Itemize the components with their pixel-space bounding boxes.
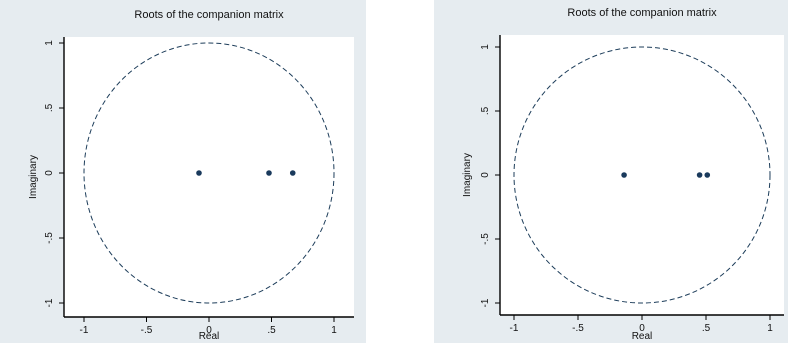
root-point: [704, 172, 711, 178]
y-tick-label: -1: [480, 298, 491, 307]
x-tick-label: .5: [702, 323, 711, 334]
unit-circle: [83, 42, 335, 304]
x-tick-label: 1: [767, 323, 773, 334]
x-tick-label: -.5: [141, 325, 153, 336]
root-point: [621, 172, 627, 178]
y-tick-label: 1: [480, 44, 491, 50]
x-tick-label: 0: [206, 325, 212, 336]
chart-panel-right: Roots of the companion matrix -1 -.5 0.5 1 …: [434, 0, 788, 343]
x-tick-label: .5: [267, 325, 276, 336]
companion-roots-chart-right: Roots of the companion matrix -1 -.5 0.5 1 …: [434, 0, 788, 343]
x-ticks: -1 -.5 0 .5 1: [80, 317, 337, 336]
x-tick-label: -1: [510, 323, 519, 334]
y-ticks: -1 -.5 0 .5 1: [44, 40, 64, 307]
x-tick-label: 0: [639, 323, 645, 334]
y-tick-label: 1: [44, 40, 55, 46]
x-axis-title: Real: [632, 331, 653, 342]
y-axis-title: Imaginary: [28, 155, 39, 199]
x-tick-label: -.5: [572, 323, 584, 334]
y-ticks: -1 -.5 0 .5 1: [480, 44, 500, 307]
unit-circle: [513, 46, 771, 304]
companion-roots-chart-left: Roots of the companion matrix -1 -.5 0.5 1 …: [0, 0, 366, 343]
chart-title: Roots of the companion matrix: [567, 7, 717, 19]
x-tick-label: 1: [331, 325, 337, 336]
roots-series: [196, 170, 296, 176]
x-ticks: -1 -.5 0 .5 1: [510, 315, 773, 334]
y-tick-label: .5: [480, 106, 491, 115]
y-tick-label: -1: [44, 298, 55, 307]
root-point: [196, 170, 202, 176]
roots-series: [621, 172, 711, 178]
x-tick-label: -1: [80, 325, 89, 336]
y-tick-label: 0: [480, 172, 491, 178]
plot-area: [64, 37, 354, 317]
y-axis-title: Imaginary: [462, 153, 473, 197]
root-point: [696, 172, 703, 178]
y-tick-label: -.5: [44, 232, 55, 244]
chart-title: Roots of the companion matrix: [134, 9, 284, 21]
y-tick-label: 0: [44, 170, 55, 176]
y-tick-label: .5: [44, 103, 55, 112]
plot-area: [500, 35, 784, 315]
y-tick-label: -.5: [480, 233, 491, 245]
root-point: [289, 170, 296, 176]
chart-panel-left: Roots of the companion matrix -1 -.5 0.5 1 …: [0, 0, 366, 343]
root-point: [266, 170, 272, 176]
x-axis-title: Real: [199, 331, 220, 342]
